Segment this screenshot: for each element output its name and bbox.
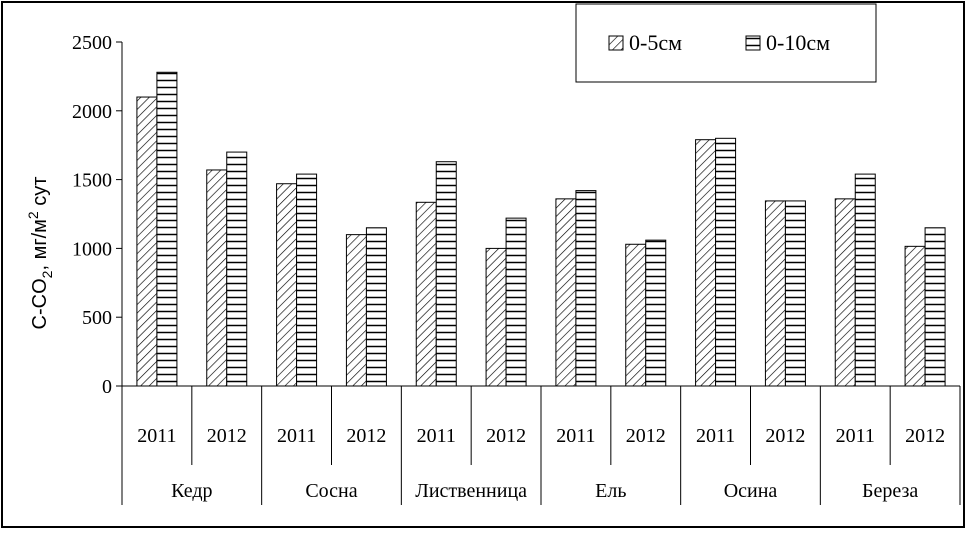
bar-0-5cm: [695, 139, 717, 387]
x-tick-label: 2011: [137, 425, 176, 447]
y-tick-label: 1000: [72, 238, 112, 260]
bar-0-10cm: [645, 239, 667, 387]
x-tick-label: 2011: [277, 425, 316, 447]
legend-box: [575, 3, 877, 83]
y-axis-label-unit: сут: [29, 177, 51, 212]
plot-area: 0 500 1000 1500 2000 2500 2011 2012 2011 2012 2011…: [72, 32, 961, 505]
x-tick-label: 2011: [556, 425, 595, 447]
x-group-label: Ель: [595, 480, 626, 502]
bar-0-10cm: [365, 227, 387, 387]
bar-0-5cm: [625, 243, 647, 387]
bar-0-5cm: [345, 234, 367, 387]
y-tick-label: 1500: [72, 170, 112, 192]
bar-0-10cm: [435, 161, 457, 387]
bar-0-5cm: [555, 198, 577, 387]
legend-label-0-5cm: 0-5см: [629, 30, 682, 55]
legend-label-0-10cm: 0-10см: [766, 30, 830, 55]
y-axis-label-sub: 2: [39, 270, 55, 278]
bar-0-5cm: [415, 201, 437, 387]
legend-swatch-0-5cm: [608, 35, 624, 51]
bar-0-5cm: [904, 245, 926, 387]
bar-0-5cm: [834, 198, 856, 387]
bar-0-10cm: [854, 173, 876, 387]
x-group-label: Кедр: [171, 480, 212, 502]
y-tick-label: 2500: [72, 32, 112, 54]
x-group-label: Береза: [862, 480, 918, 502]
y-tick-label: 0: [102, 376, 112, 398]
bar-0-5cm: [136, 96, 158, 387]
y-tick-label: 500: [82, 307, 112, 329]
bar-0-10cm: [715, 137, 737, 387]
x-tick-label: 2012: [626, 425, 666, 447]
bar-0-10cm: [296, 173, 318, 387]
bar-0-10cm: [784, 200, 806, 387]
x-tick-label: 2011: [417, 425, 456, 447]
bar-0-10cm: [505, 217, 527, 387]
x-group-label: Осина: [724, 480, 778, 502]
x-tick-label: 2012: [207, 425, 247, 447]
x-tick-label: 2012: [905, 425, 945, 447]
x-tick-label: 2012: [765, 425, 805, 447]
y-axis-label: C-CO2, мг/м2 сут: [25, 177, 55, 330]
x-tick-label: 2011: [836, 425, 875, 447]
bar-0-10cm: [575, 190, 597, 387]
bar-0-10cm: [924, 227, 946, 387]
bar-0-5cm: [276, 183, 298, 387]
y-tick-label: 2000: [72, 101, 112, 123]
bar-0-5cm: [485, 247, 507, 387]
bar-0-10cm: [226, 151, 248, 387]
legend: 0-5см 0-10см: [575, 3, 877, 83]
y-axis-label-main: C-CO: [29, 278, 51, 329]
bar-0-10cm: [156, 71, 178, 387]
bar-0-5cm: [764, 200, 786, 387]
y-axis-label-rest: , мг/м: [29, 219, 51, 270]
x-tick-label: 2012: [486, 425, 526, 447]
x-tick-label: 2012: [346, 425, 386, 447]
x-group-label: Сосна: [305, 480, 357, 502]
x-tick-label: 2011: [696, 425, 735, 447]
x-group-label: Лиственница: [415, 480, 527, 502]
bar-0-5cm: [206, 169, 228, 387]
legend-swatch-0-10cm: [745, 35, 761, 51]
y-axis-label-sup: 2: [25, 211, 41, 219]
